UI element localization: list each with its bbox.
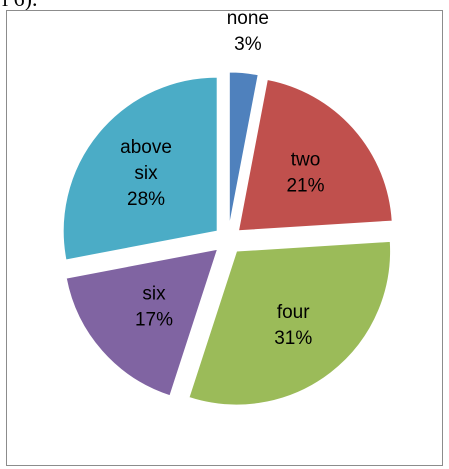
pie-label-six: six 17%: [135, 283, 173, 330]
caption-fragment: l 6).: [2, 0, 37, 12]
pie-label-four: four 31%: [274, 302, 312, 349]
pie-slice-none: [228, 71, 259, 227]
pie-slice-above-six: [62, 76, 218, 261]
pie-label-above-six: above six 28%: [120, 137, 172, 210]
pie-slice-six: [65, 248, 219, 397]
pie-slice-four: [188, 240, 392, 406]
pie-slice-two: [237, 78, 393, 232]
pie-label-none: none 3%: [227, 8, 269, 55]
pie-label-two: two 21%: [286, 150, 324, 197]
pie-labels: none 3% two 21% four 31% six 17% above six 28%: [120, 8, 324, 349]
pie-slices: [62, 71, 393, 406]
